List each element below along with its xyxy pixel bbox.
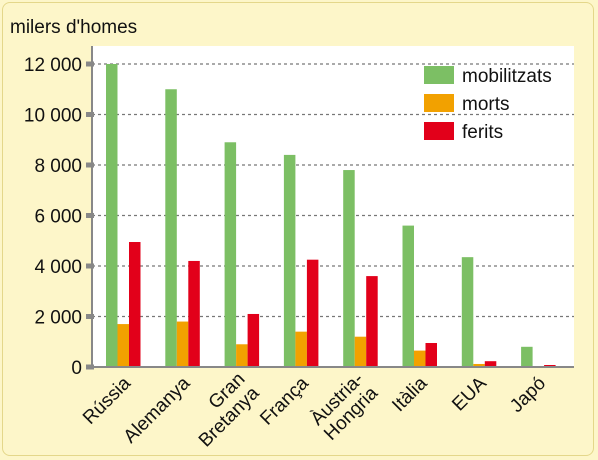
- y-tick-mark: [86, 263, 94, 269]
- x-category-label: Itàlia: [388, 373, 432, 417]
- bar-ferits: [129, 242, 141, 367]
- bar-ferits: [306, 259, 319, 367]
- bar-mobilitzats: [283, 154, 296, 367]
- legend-swatch-ferits: [424, 122, 454, 140]
- x-category-label: Rússia: [79, 373, 135, 429]
- x-category-label: GranBretanya: [181, 368, 264, 452]
- legend: mobilitzats morts ferits: [424, 66, 552, 143]
- legend-label-morts: morts: [462, 94, 510, 115]
- y-tick-label: 0: [71, 358, 82, 379]
- x-category-label: França: [256, 373, 313, 430]
- svg-text:GranBretanya: GranBretanya: [181, 368, 264, 451]
- bar-ferits: [188, 260, 200, 367]
- bar-ferits: [366, 276, 378, 367]
- y-tick-label: 6 000: [34, 207, 82, 228]
- legend-label-mobilitzats: mobilitzats: [462, 66, 552, 87]
- svg-text:EUA: EUA: [448, 373, 491, 416]
- y-axis-label: milers d'homes: [10, 17, 137, 38]
- y-tick-label: 12 000: [24, 55, 82, 76]
- bar-mobilitzats: [402, 225, 414, 367]
- bar-morts: [236, 344, 248, 367]
- svg-text:Japó: Japó: [506, 373, 550, 417]
- y-axis-ticks: 0 2 000 4 000 6 000 8 000 10 000 12 000: [24, 55, 94, 379]
- bar-mobilitzats: [461, 257, 474, 367]
- bar-mobilitzats: [106, 64, 118, 367]
- svg-text:França: França: [256, 373, 313, 430]
- bar-mobilitzats: [521, 346, 533, 367]
- y-tick-label: 2 000: [34, 308, 82, 329]
- y-tick-mark: [86, 314, 94, 319]
- bar-ferits: [484, 361, 497, 367]
- bar-morts: [295, 331, 307, 367]
- y-tick-mark: [86, 162, 94, 168]
- svg-text:Àustria-Hongria: Àustria-Hongria: [306, 368, 382, 444]
- bar-mobilitzats: [343, 170, 355, 367]
- chart-frame: [2, 2, 594, 456]
- x-category-label: Àustria-Hongria: [306, 368, 383, 445]
- y-tick-mark: [86, 213, 94, 218]
- bar-mobilitzats: [165, 89, 177, 367]
- x-category-label: EUA: [448, 373, 491, 416]
- bars: [106, 64, 556, 367]
- y-tick-label: 4 000: [34, 257, 82, 278]
- bar-morts: [414, 350, 426, 367]
- bar-morts: [473, 363, 485, 367]
- legend-label-ferits: ferits: [462, 122, 503, 143]
- svg-text:Itàlia: Itàlia: [388, 373, 432, 417]
- svg-text:Rússia: Rússia: [79, 373, 135, 429]
- y-tick-mark: [86, 112, 94, 117]
- y-tick-label: 10 000: [24, 106, 82, 127]
- legend-swatch-morts: [424, 94, 454, 112]
- legend-swatch-mobilitzats: [424, 66, 454, 84]
- bar-ferits: [247, 313, 260, 367]
- x-category-label: Japó: [506, 373, 550, 417]
- bar-morts: [117, 324, 129, 367]
- bar-ferits: [425, 343, 437, 367]
- bar-mobilitzats: [224, 142, 237, 367]
- axes: [91, 46, 574, 368]
- y-tick-mark: [86, 364, 94, 370]
- bar-morts: [354, 336, 367, 367]
- y-tick-label: 8 000: [34, 156, 82, 177]
- y-tick-mark: [86, 61, 94, 67]
- bar-morts: [176, 321, 189, 367]
